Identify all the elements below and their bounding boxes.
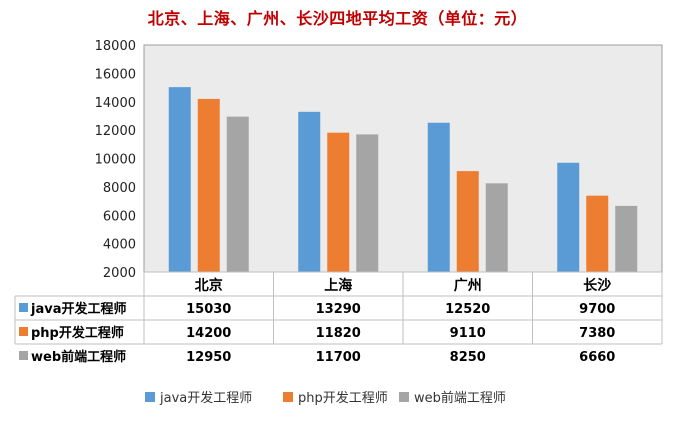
table-cell-value: 15030 (186, 302, 231, 317)
plot-area (143, 44, 663, 273)
y-tick-label: 18000 (95, 39, 136, 54)
table-cell-value: 7380 (579, 326, 615, 341)
legend-label: php开发工程师 (298, 390, 388, 406)
bar (226, 116, 249, 272)
bar (298, 111, 321, 273)
legend-swatch (145, 392, 155, 402)
table-legend-key (19, 351, 28, 360)
legend-swatch (399, 392, 409, 402)
y-tick-label: 14000 (95, 96, 136, 111)
table-legend-key (19, 327, 28, 336)
y-tick-label: 16000 (95, 67, 136, 82)
bar (197, 98, 220, 272)
category-label: 北京 (195, 277, 223, 294)
table-cell-value: 12520 (445, 302, 490, 317)
table-cell-value: 11700 (316, 350, 361, 365)
chart-title: 北京、上海、广州、长沙四地平均工资（单位：元） (147, 9, 528, 28)
y-tick-label: 6000 (103, 209, 136, 224)
category-label: 上海 (324, 277, 352, 294)
table-cell-value: 11820 (316, 326, 361, 341)
table-cell-value: 14200 (186, 326, 231, 341)
table-cell-value: 13290 (316, 302, 361, 317)
bar (427, 122, 450, 272)
bar (485, 183, 508, 272)
y-tick-label: 12000 (95, 124, 136, 139)
table-cell-value: 9700 (579, 302, 615, 317)
category-label: 广州 (454, 277, 482, 294)
bar (557, 162, 580, 272)
legend-label: java开发工程师 (159, 390, 252, 406)
bar (356, 134, 379, 272)
table-legend-key (19, 303, 28, 312)
table-cell-value: 12950 (186, 350, 231, 365)
bar (327, 132, 350, 272)
bar (456, 171, 479, 272)
table-row-label: web前端工程师 (31, 349, 126, 365)
y-tick-label: 10000 (95, 153, 136, 168)
bar (168, 87, 191, 272)
y-tick-label: 2000 (103, 266, 136, 281)
table-row-label: php开发工程师 (31, 325, 124, 341)
table-row-label: java开发工程师 (30, 301, 126, 317)
bar (615, 205, 638, 272)
legend-swatch (283, 392, 293, 402)
table-cell-value: 6660 (579, 350, 615, 365)
y-tick-label: 8000 (103, 181, 136, 196)
category-label: 长沙 (583, 277, 611, 294)
table-cell-value: 8250 (450, 350, 486, 365)
table-cell-value: 9110 (450, 326, 486, 341)
bar (586, 195, 609, 272)
y-tick-label: 4000 (103, 238, 136, 253)
legend-label: web前端工程师 (414, 390, 506, 406)
